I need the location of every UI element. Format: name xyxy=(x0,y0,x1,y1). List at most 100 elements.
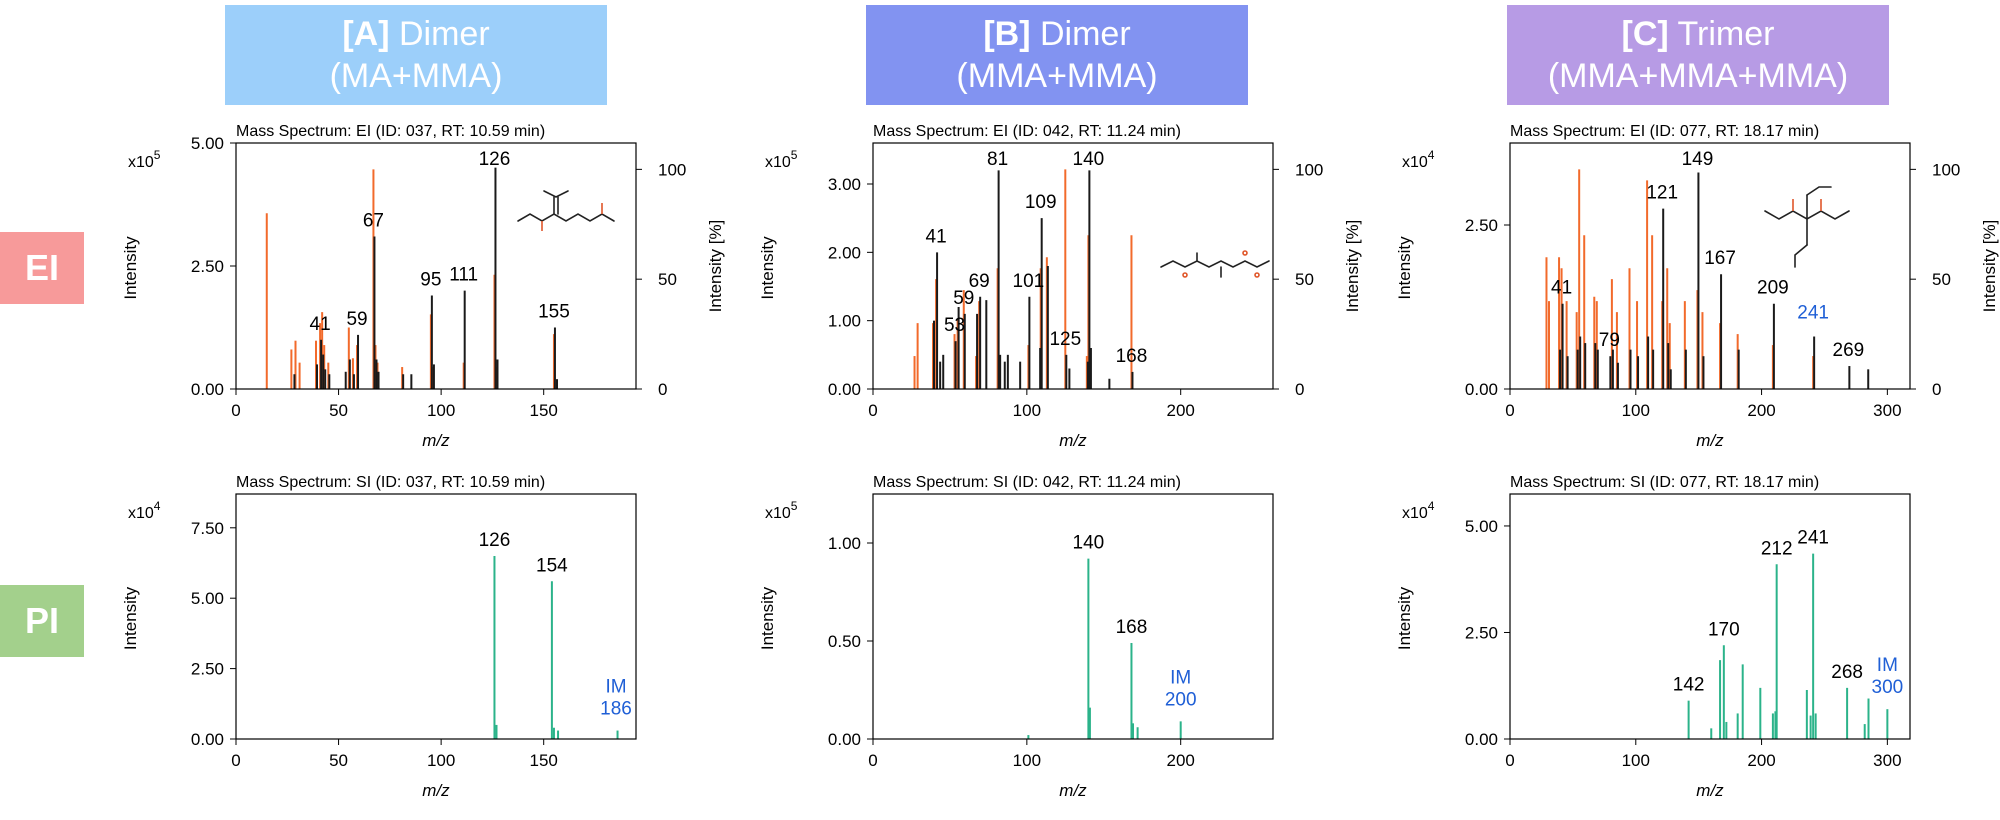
right-y-tick-label: 0 xyxy=(1295,380,1304,399)
y-scale-label: x105 xyxy=(128,148,161,171)
chart-title: Mass Spectrum: EI (ID: 037, RT: 10.59 mi… xyxy=(236,123,545,140)
right-y-axis-label: Intensity [%] xyxy=(1980,220,1999,313)
y-tick-label: 1.00 xyxy=(828,534,861,553)
y-tick-label: 0.50 xyxy=(828,632,861,651)
y-tick-label: 5.00 xyxy=(1465,517,1498,536)
column-kind: Trimer xyxy=(1677,15,1775,53)
right-y-tick-label: 50 xyxy=(1932,270,1951,289)
structure-allyl xyxy=(1794,244,1808,268)
column-kind: Dimer xyxy=(398,15,490,53)
im-label: IM xyxy=(1877,655,1898,676)
y-scale-exponent: 5 xyxy=(791,148,798,162)
column-formula: (MMA+MMA+MMA) xyxy=(1547,57,1849,95)
y-tick-label: 0.00 xyxy=(1465,380,1498,399)
spectrum-panel-a-ei: Mass Spectrum: EI (ID: 037, RT: 10.59 mi… xyxy=(121,123,725,450)
structure-chain xyxy=(517,213,615,222)
x-tick-label: 100 xyxy=(1622,751,1650,770)
plot-frame xyxy=(872,142,1274,390)
peak-label: 67 xyxy=(363,210,384,231)
x-tick-label: 100 xyxy=(427,401,455,420)
peak-label: 170 xyxy=(1708,619,1740,640)
y-scale-exponent: 4 xyxy=(1428,148,1435,162)
molecule-structure-A xyxy=(517,190,615,231)
y-axis-label: Intensity xyxy=(758,586,777,650)
right-y-tick-label: 100 xyxy=(658,160,686,179)
spectrum-panel-c-pi: Mass Spectrum: SI (ID: 077, RT: 18.17 mi… xyxy=(1395,474,1911,800)
y-tick-label: 7.50 xyxy=(191,519,224,538)
y-tick-label: 5.00 xyxy=(191,589,224,608)
spectrum-panel-b-pi: Mass Spectrum: SI (ID: 042, RT: 11.24 mi… xyxy=(758,474,1274,800)
y-scale-exponent: 4 xyxy=(154,499,161,513)
structure-chain xyxy=(1160,260,1270,268)
column-header-c: [C] Trimer (MMA+MMA+MMA) xyxy=(1507,5,1889,105)
y-scale-exponent: 5 xyxy=(791,499,798,513)
right-y-axis-label: Intensity [%] xyxy=(1343,220,1362,313)
plot-frame xyxy=(1509,493,1911,740)
peak-label: 154 xyxy=(536,555,568,576)
peak-label: 155 xyxy=(538,302,570,323)
peak-label: 111 xyxy=(449,265,478,286)
y-scale-label: x105 xyxy=(765,148,798,171)
peak-label-highlight: 241 xyxy=(1797,303,1829,324)
x-tick-label: 100 xyxy=(427,751,455,770)
right-y-tick-label: 0 xyxy=(658,380,667,399)
structure-oxygen xyxy=(1182,272,1188,278)
peak-label: 209 xyxy=(1757,278,1789,299)
chart-title: Mass Spectrum: EI (ID: 077, RT: 18.17 mi… xyxy=(1510,123,1819,140)
peak-label: 125 xyxy=(1049,329,1081,350)
plot-frame xyxy=(235,493,637,740)
x-tick-label: 300 xyxy=(1873,401,1901,420)
column-formula: (MA+MMA) xyxy=(329,57,503,95)
peak-label: 142 xyxy=(1673,675,1705,696)
structure-allyl xyxy=(1806,186,1832,196)
peak-label: 140 xyxy=(1073,149,1105,170)
peak-label: 121 xyxy=(1646,183,1678,204)
molecule-structure-B xyxy=(1160,250,1270,278)
x-tick-label: 0 xyxy=(1505,401,1514,420)
x-tick-label: 150 xyxy=(530,401,558,420)
x-axis-label: m/z xyxy=(1059,781,1087,800)
row-label-pi: PI xyxy=(0,585,84,657)
peak-label: 168 xyxy=(1116,617,1148,638)
plot-frame xyxy=(872,493,1274,740)
right-y-tick-label: 50 xyxy=(658,270,677,289)
column-tag: [C] xyxy=(1621,15,1669,53)
peak-label: 41 xyxy=(1551,278,1572,299)
peak-label: 241 xyxy=(1797,528,1829,549)
y-tick-label: 2.50 xyxy=(191,257,224,276)
structure-isopropylidene xyxy=(543,190,569,198)
peak-label: 41 xyxy=(926,226,947,247)
peak-label: 212 xyxy=(1761,538,1793,559)
x-tick-label: 100 xyxy=(1013,751,1041,770)
right-y-tick-label: 50 xyxy=(1295,270,1314,289)
x-tick-label: 200 xyxy=(1167,401,1195,420)
y-axis-label: Intensity xyxy=(121,236,140,300)
y-tick-label: 2.50 xyxy=(1465,216,1498,235)
y-tick-label: 2.50 xyxy=(1465,623,1498,642)
column-header-a: [A] Dimer (MA+MMA) xyxy=(225,5,607,105)
x-tick-label: 0 xyxy=(231,401,240,420)
y-scale-label: x104 xyxy=(1402,499,1435,522)
y-axis-label: Intensity xyxy=(1395,586,1414,650)
peak-label: 269 xyxy=(1833,340,1865,361)
structure-oxygen xyxy=(1242,250,1248,256)
column-tag: [A] xyxy=(342,15,390,53)
y-tick-label: 2.50 xyxy=(191,660,224,679)
peak-label: 95 xyxy=(420,270,441,291)
y-scale-label: x104 xyxy=(1402,148,1435,171)
right-y-tick-label: 100 xyxy=(1932,160,1960,179)
column-header-b: [B] Dimer (MMA+MMA) xyxy=(866,5,1248,105)
peak-label: 53 xyxy=(944,315,965,336)
y-axis-label: Intensity xyxy=(121,586,140,650)
chart-title: Mass Spectrum: SI (ID: 077, RT: 18.17 mi… xyxy=(1510,474,1819,491)
x-axis-label: m/z xyxy=(1696,431,1724,450)
y-tick-label: 1.00 xyxy=(828,312,861,331)
im-label-mass: 300 xyxy=(1872,677,1904,698)
molecule-structure-C xyxy=(1764,186,1850,268)
peak-label: 69 xyxy=(969,271,990,292)
structure-oxygen xyxy=(1254,272,1260,278)
y-tick-label: 0.00 xyxy=(828,380,861,399)
x-axis-label: m/z xyxy=(1696,781,1724,800)
im-label-mass: 186 xyxy=(600,699,632,720)
x-tick-label: 100 xyxy=(1622,401,1650,420)
